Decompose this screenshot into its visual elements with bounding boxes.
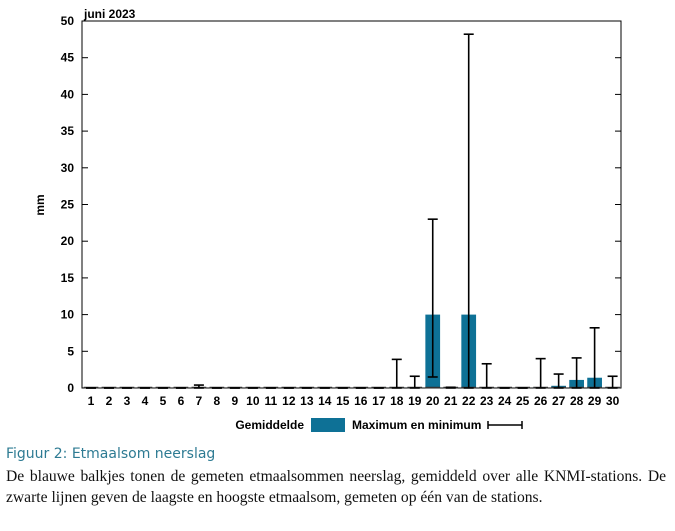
x-tick-label: 10	[246, 394, 260, 408]
x-tick-label: 3	[124, 394, 131, 408]
y-tick-label: 0	[67, 381, 74, 395]
x-tick-label: 18	[390, 394, 404, 408]
x-tick-label: 29	[588, 394, 602, 408]
y-tick-label: 20	[61, 234, 75, 248]
y-tick-label: 15	[61, 271, 75, 285]
x-tick-label: 25	[516, 394, 530, 408]
y-tick-label: 25	[61, 198, 75, 212]
x-tick-label: 1	[88, 394, 95, 408]
y-tick-label: 10	[61, 308, 75, 322]
x-tick-label: 11	[265, 394, 278, 408]
y-tick-label: 5	[67, 344, 74, 358]
y-tick-label: 30	[61, 161, 75, 175]
chart-title: juni 2023	[83, 7, 136, 21]
x-tick-label: 26	[534, 394, 548, 408]
x-tick-label: 22	[462, 394, 476, 408]
y-tick-label: 40	[61, 87, 75, 101]
y-tick-label: 45	[61, 51, 75, 65]
x-tick-label: 21	[444, 394, 458, 408]
figure-caption-body: De blauwe balkjes tonen de gemeten etmaa…	[6, 468, 666, 506]
x-tick-label: 19	[408, 394, 422, 408]
x-tick-label: 14	[318, 394, 332, 408]
x-tick-label: 20	[426, 394, 440, 408]
x-tick-label: 16	[354, 394, 368, 408]
legend-label-mean: Gemiddelde	[235, 418, 304, 432]
x-tick-label: 23	[480, 394, 494, 408]
legend-label-minmax: Maximum en minimum	[352, 418, 481, 432]
x-tick-label: 2	[106, 394, 113, 408]
x-tick-label: 6	[178, 394, 185, 408]
x-tick-label: 5	[160, 394, 167, 408]
plot-frame	[81, 20, 622, 389]
x-tick-label: 12	[282, 394, 296, 408]
x-tick-label: 28	[570, 394, 584, 408]
x-tick-label: 8	[214, 394, 221, 408]
y-tick-label: 50	[61, 14, 75, 28]
x-tick-label: 9	[232, 394, 239, 408]
x-tick-label: 13	[300, 394, 314, 408]
x-tick-label: 15	[336, 394, 350, 408]
y-axis-label: mm	[33, 194, 47, 215]
legend-swatch-mean	[311, 418, 345, 432]
x-tick-label: 24	[498, 394, 512, 408]
x-tick-label: 30	[606, 394, 620, 408]
x-tick-label: 4	[142, 394, 149, 408]
x-tick-label: 17	[372, 394, 386, 408]
figure-caption-title: Figuur 2: Etmaalsom neerslag	[6, 446, 216, 462]
x-tick-label: 27	[552, 394, 566, 408]
y-tick-label: 35	[61, 124, 75, 138]
x-tick-label: 7	[196, 394, 203, 408]
